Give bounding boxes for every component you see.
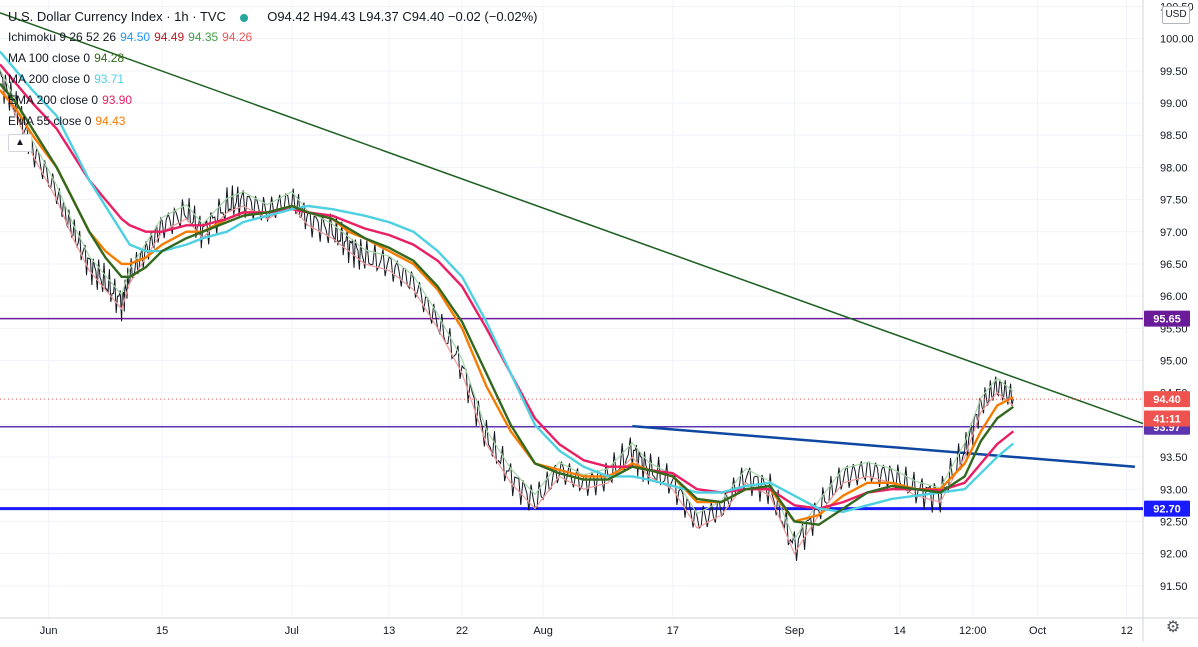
indicator-legend-row[interactable]: MA 200 close 0 93.71 xyxy=(8,69,608,90)
x-tick-label: 12 xyxy=(1121,625,1133,637)
level-price-tag-bg xyxy=(1144,500,1190,517)
indicator-value: 94.49 xyxy=(154,30,185,44)
symbol-header[interactable]: U.S. Dollar Currency Index · 1h · TVC O9… xyxy=(8,6,608,27)
chart-legend: U.S. Dollar Currency Index · 1h · TVC O9… xyxy=(8,6,608,132)
indicator-value: 94.26 xyxy=(222,30,253,44)
x-tick-label: 12:00 xyxy=(959,625,987,637)
indicator-legend-row[interactable]: EMA 55 close 0 94.43 xyxy=(8,111,608,132)
y-tick-label: 92.00 xyxy=(1160,549,1188,561)
y-tick-label: 97.50 xyxy=(1160,195,1188,207)
indicator-legend-row[interactable]: EMA 200 close 0 93.90 xyxy=(8,90,608,111)
current-price-tag: 94.40 xyxy=(1153,394,1181,406)
y-tick-label: 99.00 xyxy=(1160,98,1188,110)
x-tick-label: Sep xyxy=(785,625,805,637)
symbol-title[interactable]: U.S. Dollar Currency Index · 1h · TVC xyxy=(8,9,226,24)
x-tick-label: 15 xyxy=(156,625,168,637)
trendline xyxy=(0,12,1144,425)
indicator-label: EMA 55 close 0 xyxy=(8,114,92,128)
x-tick-label: 14 xyxy=(894,625,906,637)
indicator-label: MA 200 close 0 xyxy=(8,72,91,86)
currency-badge[interactable]: USD xyxy=(1162,6,1190,24)
indicator-value: 93.71 xyxy=(94,72,125,86)
level-price-tag: 92.70 xyxy=(1153,504,1181,516)
y-tick-label: 96.50 xyxy=(1160,259,1188,271)
moving-average-line xyxy=(0,50,1015,513)
y-tick-label: 93.00 xyxy=(1160,484,1188,496)
ichimoku-span-b xyxy=(0,83,1014,555)
x-tick-label: 13 xyxy=(383,625,395,637)
indicator-legend-row[interactable]: MA 100 close 0 94.28 xyxy=(8,48,608,69)
indicator-value: 93.90 xyxy=(102,93,133,107)
current-price-tag: 41:11 xyxy=(1153,413,1181,425)
chevron-up-icon[interactable]: ▲ xyxy=(8,134,32,152)
moving-average-line xyxy=(0,63,1015,510)
level-price-tag: 95.65 xyxy=(1153,314,1181,326)
x-tick-label: Oct xyxy=(1029,625,1046,637)
y-tick-label: 93.50 xyxy=(1160,452,1188,464)
gear-icon[interactable]: ⚙ xyxy=(1165,619,1181,636)
indicator-label: EMA 200 close 0 xyxy=(8,93,99,107)
indicator-legend-row[interactable]: Ichimoku 9 26 52 26 94.50 94.49 94.35 94.26 xyxy=(8,27,608,48)
y-tick-label: 98.50 xyxy=(1160,130,1188,142)
market-status-dot xyxy=(239,13,248,22)
indicator-value: 94.43 xyxy=(95,114,126,128)
y-tick-label: 98.00 xyxy=(1160,162,1188,174)
y-tick-label: 99.50 xyxy=(1160,66,1188,78)
y-tick-label: 97.00 xyxy=(1160,227,1188,239)
moving-average-line xyxy=(0,82,1014,526)
x-tick-label: 22 xyxy=(456,625,468,637)
indicator-value: 94.35 xyxy=(188,30,219,44)
ohlc-values: O94.42 H94.43 L94.37 C94.40 −0.02 (−0.02… xyxy=(267,9,538,24)
indicator-label: MA 100 close 0 xyxy=(8,51,91,65)
y-tick-label: 91.50 xyxy=(1160,581,1188,593)
indicator-value: 94.28 xyxy=(94,51,125,65)
level-price-tag-bg xyxy=(1144,310,1190,327)
ichimoku-span-a xyxy=(0,69,1014,541)
indicator-value: 94.50 xyxy=(120,30,151,44)
x-tick-label: Jun xyxy=(40,625,58,637)
x-tick-label: 17 xyxy=(667,625,679,637)
x-tick-label: Jul xyxy=(285,625,299,637)
y-tick-label: 96.00 xyxy=(1160,291,1188,303)
y-tick-label: 92.50 xyxy=(1160,516,1188,528)
current-price-tag-bg xyxy=(1144,410,1190,427)
indicator-label: Ichimoku 9 26 52 26 xyxy=(8,30,117,44)
trendline xyxy=(632,424,1135,468)
moving-average-line xyxy=(0,89,1014,523)
y-tick-label: 95.00 xyxy=(1160,356,1188,368)
x-tick-label: Aug xyxy=(533,625,553,637)
y-tick-label: 100.00 xyxy=(1160,34,1194,46)
current-price-tag-bg xyxy=(1144,391,1190,408)
